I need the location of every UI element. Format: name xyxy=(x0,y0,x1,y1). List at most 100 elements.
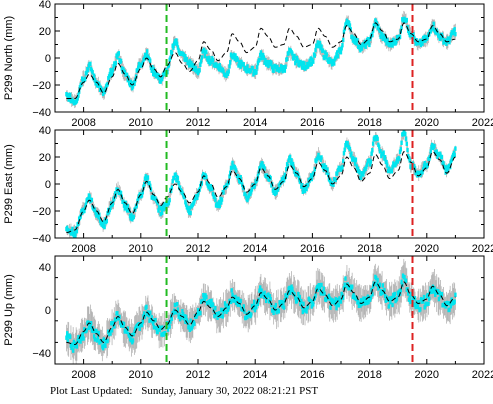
data-point xyxy=(77,93,80,98)
data-point xyxy=(324,164,328,170)
data-point xyxy=(172,308,176,314)
data-point xyxy=(439,36,442,41)
data-point xyxy=(201,298,204,304)
data-point xyxy=(433,143,436,149)
data-point xyxy=(316,40,319,45)
data-point xyxy=(245,69,248,74)
data-point xyxy=(434,292,437,298)
data-point xyxy=(71,342,74,347)
data-point xyxy=(343,282,346,287)
data-point xyxy=(107,329,110,335)
data-point xyxy=(328,296,331,301)
data-point xyxy=(200,181,204,186)
data-point xyxy=(176,307,180,312)
data-point xyxy=(77,334,80,340)
data-point xyxy=(175,302,179,307)
data-point xyxy=(335,305,338,311)
data-point xyxy=(194,66,198,71)
data-point xyxy=(187,324,191,329)
data-point xyxy=(275,67,278,72)
data-point xyxy=(393,38,397,44)
data-point xyxy=(157,208,160,213)
data-point xyxy=(175,38,178,43)
data-point xyxy=(113,324,116,329)
data-point xyxy=(196,307,200,313)
data-point xyxy=(350,284,354,289)
data-point xyxy=(202,47,206,53)
data-point xyxy=(130,81,133,86)
data-point xyxy=(187,63,191,68)
data-point xyxy=(138,326,141,332)
data-point xyxy=(111,320,115,326)
data-point xyxy=(282,175,285,180)
data-point xyxy=(301,60,305,66)
data-point xyxy=(263,166,266,171)
data-point xyxy=(119,191,123,196)
data-point xyxy=(291,286,294,292)
data-point xyxy=(183,194,186,200)
data-point xyxy=(359,48,362,53)
data-point xyxy=(170,50,174,56)
data-point xyxy=(72,339,76,345)
data-point xyxy=(89,321,93,326)
data-point xyxy=(211,57,215,63)
data-point xyxy=(202,295,206,300)
data-point xyxy=(73,344,76,349)
data-point xyxy=(196,70,200,76)
panel-1: 2008 2010 2012 2014 2016 2018 2020 2022 −40 −20 0 2… xyxy=(3,0,493,129)
data-point xyxy=(324,50,327,55)
data-point xyxy=(103,89,106,95)
data-point xyxy=(187,60,190,65)
data-point xyxy=(227,305,230,310)
data-point xyxy=(160,206,163,211)
data-point xyxy=(149,58,152,63)
data-point xyxy=(300,298,303,304)
x-tick-label: 2022 xyxy=(472,243,493,255)
data-point xyxy=(362,172,365,177)
data-point xyxy=(217,200,221,205)
data-point xyxy=(419,307,422,312)
data-point xyxy=(347,20,351,26)
data-point xyxy=(122,199,125,204)
data-point xyxy=(92,73,96,78)
data-point xyxy=(422,167,425,172)
y-tick-label: 40 xyxy=(39,0,51,11)
data-point xyxy=(203,53,207,59)
data-point xyxy=(359,175,363,180)
x-tick-label: 2014 xyxy=(243,369,267,381)
footer: Plot Last Updated: Sunday, January 30, 2… xyxy=(50,385,324,397)
data-point xyxy=(422,299,425,304)
data-point xyxy=(114,60,118,66)
data-point xyxy=(342,295,345,300)
data-point xyxy=(108,71,112,77)
data-point xyxy=(312,59,315,64)
data-point xyxy=(253,307,257,313)
data-point xyxy=(330,59,333,64)
data-point xyxy=(360,46,364,51)
data-point xyxy=(102,337,106,342)
data-point xyxy=(171,179,174,184)
data-point xyxy=(398,156,401,162)
data-point xyxy=(283,68,287,73)
data-point xyxy=(285,293,289,299)
data-point xyxy=(315,43,319,48)
data-point xyxy=(337,302,340,308)
data-point xyxy=(187,210,191,215)
data-point xyxy=(439,152,442,157)
data-point xyxy=(336,297,340,303)
data-point xyxy=(178,316,182,322)
data-point xyxy=(137,65,140,70)
data-point xyxy=(449,304,453,309)
data-point xyxy=(128,82,132,88)
y-tick-label: 40 xyxy=(39,262,51,274)
data-point xyxy=(421,169,424,175)
data-point xyxy=(256,60,260,66)
data-point xyxy=(227,69,230,74)
data-point xyxy=(72,233,76,238)
data-point xyxy=(403,16,406,22)
footer-label: Plot Last Updated: xyxy=(50,385,133,397)
data-point xyxy=(196,192,200,197)
x-tick-label: 2008 xyxy=(71,243,95,255)
data-point xyxy=(175,178,178,183)
data-point xyxy=(419,38,422,43)
